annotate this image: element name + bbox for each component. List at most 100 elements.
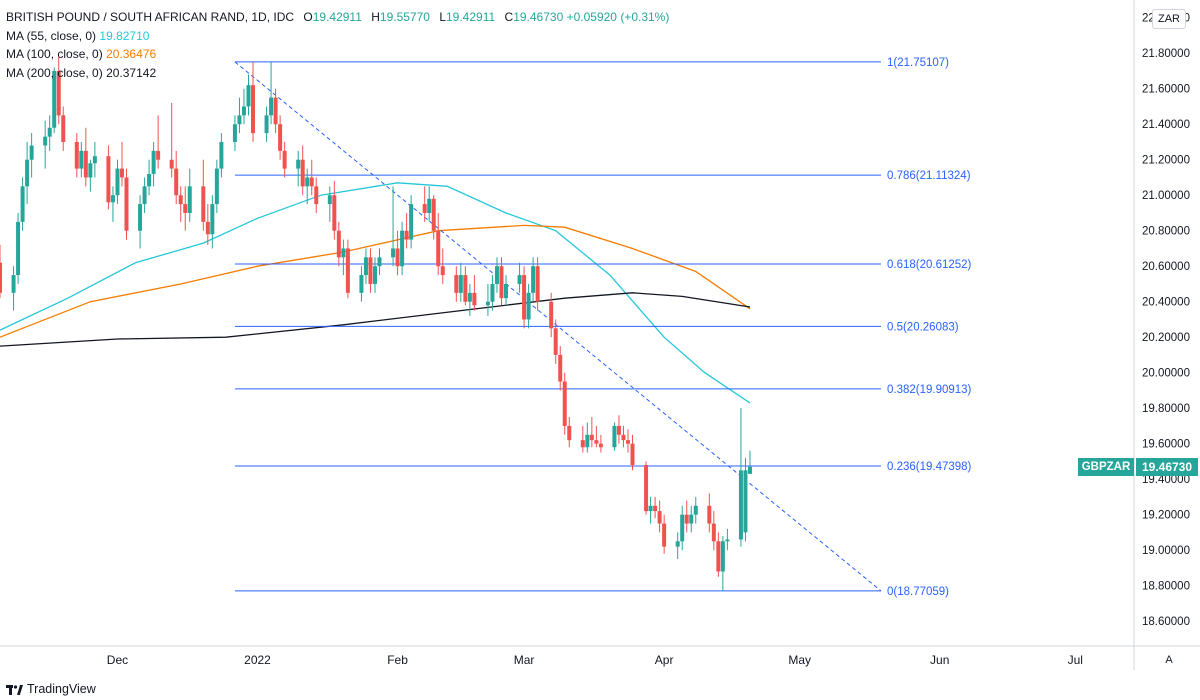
ma-55-label: MA (55, close, 0) (6, 28, 97, 43)
candle-body (25, 159, 30, 187)
y-tick-label: 19.20000 (1142, 510, 1190, 522)
candle-body (549, 301, 554, 329)
candle-body (205, 221, 210, 235)
candle-body (711, 523, 716, 542)
y-tick-label: 18.80000 (1142, 581, 1190, 593)
ma-100-value: 20.36476 (106, 47, 157, 61)
y-tick-label: 20.80000 (1142, 226, 1190, 238)
ma-line-ma-200 (0, 292, 751, 347)
symbol-title: BRITISH POUND / SOUTH AFRICAN RAND, 1D, … (6, 10, 295, 24)
candle-body (454, 275, 459, 293)
candle-body (314, 186, 319, 205)
candle-body (467, 292, 472, 302)
candle-body (377, 257, 382, 267)
y-tick-label: 19.00000 (1142, 545, 1190, 557)
candle-body (79, 150, 84, 169)
candle-body (241, 106, 246, 116)
candle-body (264, 115, 269, 134)
fib-level-label: 1(21.75107) (887, 57, 949, 69)
candle-body (106, 156, 111, 203)
candle-body (11, 275, 16, 293)
candle-body (689, 514, 694, 524)
candle-body (522, 275, 527, 320)
candle-body (553, 328, 558, 355)
auto-scale-button[interactable]: A (1165, 654, 1173, 666)
candle-body (662, 523, 667, 547)
candle-body (531, 266, 536, 293)
candle-body (644, 464, 649, 512)
candle-body (251, 85, 256, 134)
candle-body (52, 70, 57, 128)
y-tick-label: 20.40000 (1142, 297, 1190, 309)
candle-body (201, 186, 206, 222)
fib-level-label: 0.382(19.90913) (887, 384, 972, 396)
fib-level-label: 0(18.77059) (887, 586, 949, 598)
fib-level-label: 0.5(20.26083) (887, 321, 959, 333)
candle-body (210, 204, 215, 235)
candle-body (110, 195, 115, 203)
candle-body (61, 115, 66, 142)
candle-body (88, 163, 93, 178)
ma-55-row[interactable]: MA (55, close, 0) 19.82710 (6, 27, 669, 46)
fib-level-label: 0.236(19.47398) (887, 461, 972, 473)
x-tick-label: Jul (1068, 653, 1083, 667)
last-price-tag: 19.46730 (1136, 457, 1198, 476)
candle-body (431, 198, 436, 231)
x-tick-label: Jun (930, 653, 949, 667)
candle-body (232, 124, 237, 142)
candle-body (305, 177, 310, 187)
candle-body (92, 156, 97, 164)
candle-body (363, 257, 368, 276)
ma-55-value: 19.82710 (99, 28, 150, 43)
candle-body (309, 177, 314, 187)
ma-200-value: 20.37142 (106, 65, 157, 80)
candle-body (147, 173, 152, 187)
candle-body (436, 230, 441, 267)
candle-body (183, 204, 188, 213)
candle-body (485, 301, 490, 306)
x-tick-label: Dec (107, 653, 128, 667)
currency-button[interactable]: ZAR (1152, 9, 1186, 29)
candle-body (458, 275, 463, 293)
candle-body (16, 221, 21, 276)
candle-body (725, 539, 730, 542)
ma-200-row[interactable]: MA (200, close, 0) 20.37142 (6, 64, 669, 83)
candle-body (562, 381, 567, 426)
x-tick-label: Mar (514, 653, 535, 667)
candle-body (83, 150, 88, 178)
candle-body (693, 505, 698, 515)
y-tick-label: 21.80000 (1142, 48, 1190, 60)
candle-body (296, 159, 301, 169)
candle-body (219, 141, 224, 169)
x-tick-label: Apr (655, 653, 674, 667)
y-tick-label: 19.80000 (1142, 403, 1190, 415)
candle-body (463, 275, 468, 302)
ma-200-label: MA (200, close, 0) (6, 65, 103, 80)
candle-body (589, 434, 594, 441)
candle-body (156, 150, 161, 160)
candle-body (368, 257, 373, 284)
candle-body (29, 145, 34, 160)
candle-body (300, 159, 305, 187)
ma-100-label: MA (100, close, 0) (6, 47, 103, 61)
y-tick-label: 20.60000 (1142, 261, 1190, 273)
candle-body (720, 541, 725, 572)
ma-100-row[interactable]: MA (100, close, 0) 20.36476 (6, 45, 669, 64)
candle-body (675, 541, 680, 547)
candle-body (409, 204, 414, 240)
candle-body (341, 248, 346, 258)
candle-body (621, 434, 626, 441)
candle-body (237, 115, 242, 125)
y-tick-label: 20.20000 (1142, 332, 1190, 344)
candle-body (400, 230, 405, 267)
y-tick-label: 21.00000 (1142, 190, 1190, 202)
fib-trend-line (234, 61, 882, 592)
candle-body (74, 141, 79, 169)
candle-body (707, 505, 712, 524)
candle-body (178, 195, 183, 205)
low-label: L (439, 10, 446, 24)
candle-body (404, 230, 409, 240)
tradingview-brand[interactable]: TradingView (6, 682, 96, 696)
y-tick-label: 21.60000 (1142, 84, 1190, 96)
